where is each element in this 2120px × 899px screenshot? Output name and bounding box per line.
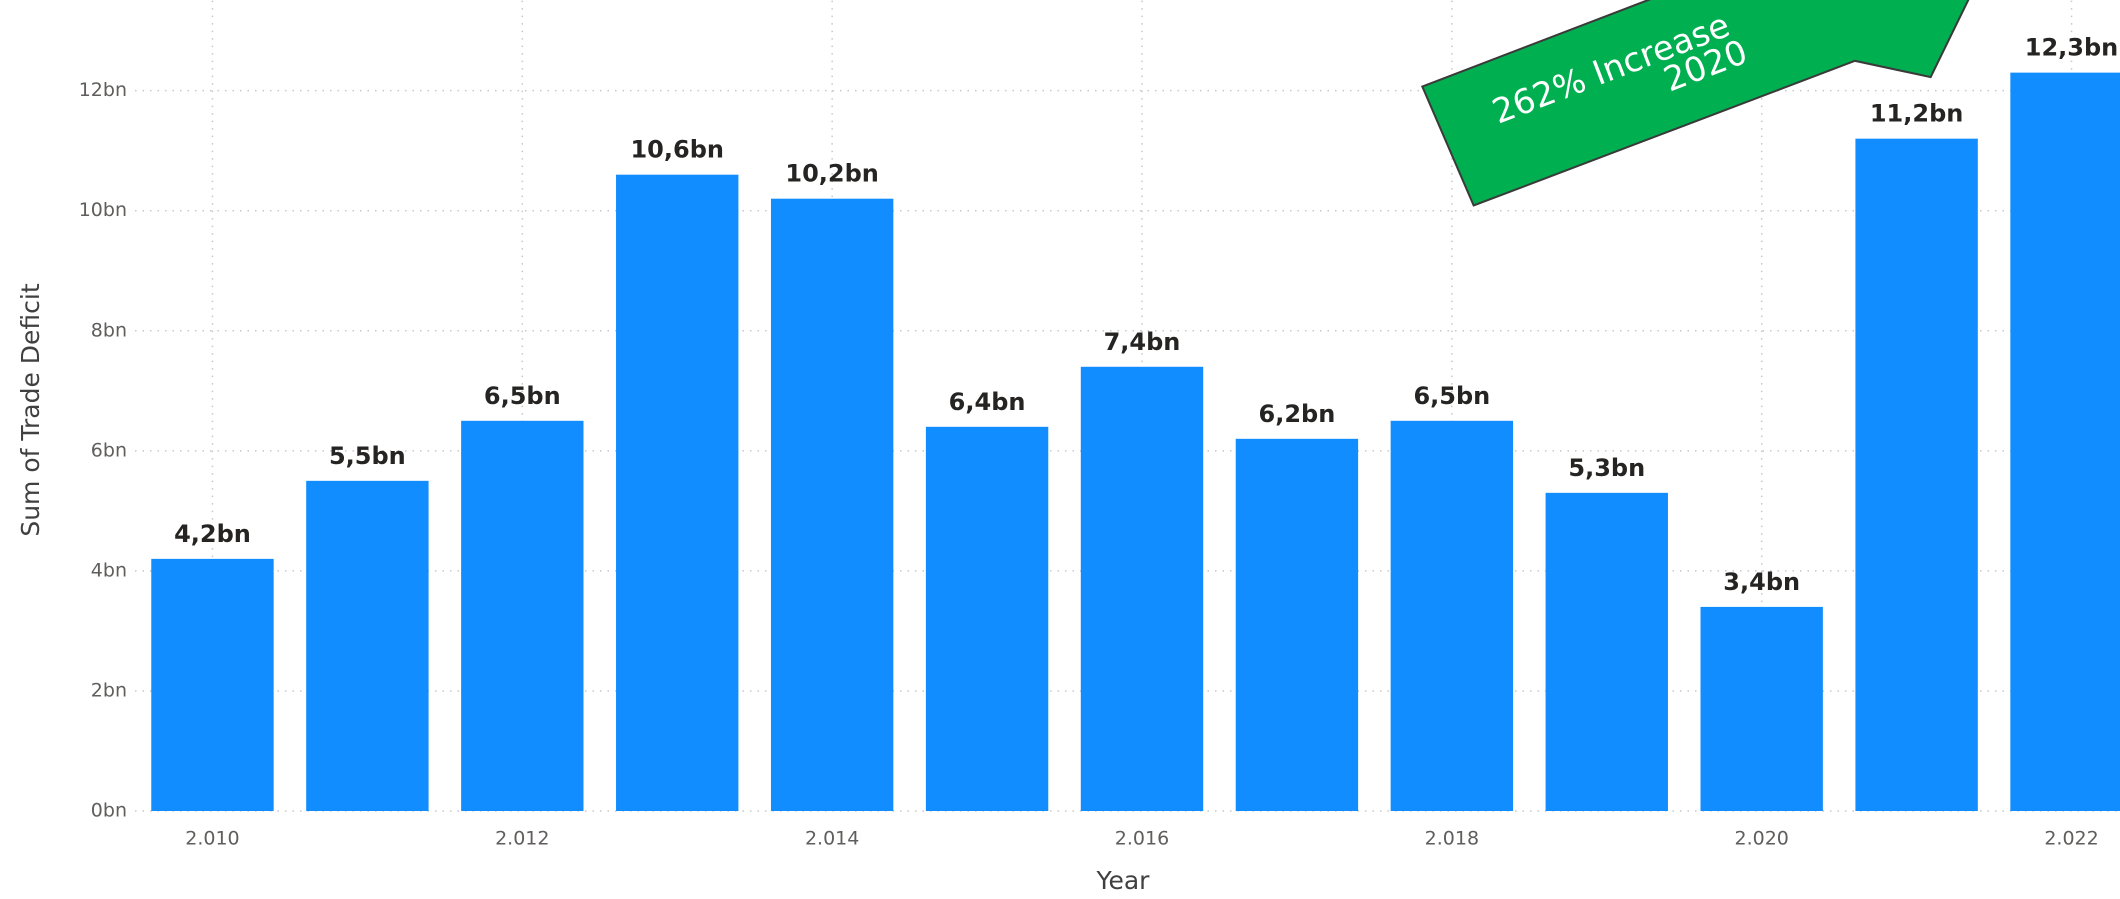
y-tick-label: 6bn	[91, 439, 127, 461]
y-tick-label: 4bn	[91, 559, 127, 581]
y-tick-label: 10bn	[79, 199, 127, 221]
data-label: 11,2bn	[1870, 100, 1963, 128]
bar	[616, 174, 739, 812]
bar	[1235, 438, 1359, 811]
data-label: 3,4bn	[1723, 568, 1800, 596]
y-tick-label: 0bn	[91, 800, 127, 822]
x-tick-label: 2.016	[1115, 828, 1169, 850]
x-tick-label: 2.012	[495, 828, 549, 850]
data-label: 4,2bn	[174, 520, 251, 548]
data-label: 6,2bn	[1259, 400, 1336, 428]
data-label: 5,5bn	[329, 442, 406, 470]
annotation-arrow	[1420, 0, 1970, 207]
x-tick-label: 2.018	[1425, 828, 1479, 850]
data-label: 6,4bn	[949, 388, 1026, 416]
bar	[1390, 420, 1514, 811]
x-tick-label: 2.010	[185, 828, 239, 850]
bar	[151, 558, 274, 811]
x-tick-label: 2.022	[2044, 828, 2098, 850]
data-label: 7,4bn	[1104, 328, 1181, 356]
data-label: 10,6bn	[630, 136, 723, 164]
bar	[770, 198, 894, 812]
y-axis-title: Sum of Trade Deficit	[16, 283, 45, 537]
data-label: 5,3bn	[1568, 454, 1645, 482]
bar	[461, 420, 584, 811]
data-label: 12,3bn	[2025, 34, 2118, 62]
bar	[1545, 492, 1668, 811]
bar	[306, 480, 429, 811]
bar	[1700, 606, 1823, 811]
x-tick-label: 2.020	[1734, 828, 1788, 850]
bar	[1855, 138, 1978, 811]
y-tick-label: 12bn	[79, 79, 127, 101]
data-label: 10,2bn	[785, 160, 878, 188]
y-tick-label: 2bn	[91, 679, 127, 701]
bar	[925, 426, 1049, 811]
bar	[1080, 366, 1204, 811]
bar	[2010, 72, 2120, 811]
x-tick-label: 2.014	[805, 828, 859, 850]
data-label: 6,5bn	[1413, 382, 1490, 410]
x-axis-title: Year	[1096, 866, 1151, 895]
y-tick-label: 8bn	[91, 319, 127, 341]
data-label: 6,5bn	[484, 382, 561, 410]
